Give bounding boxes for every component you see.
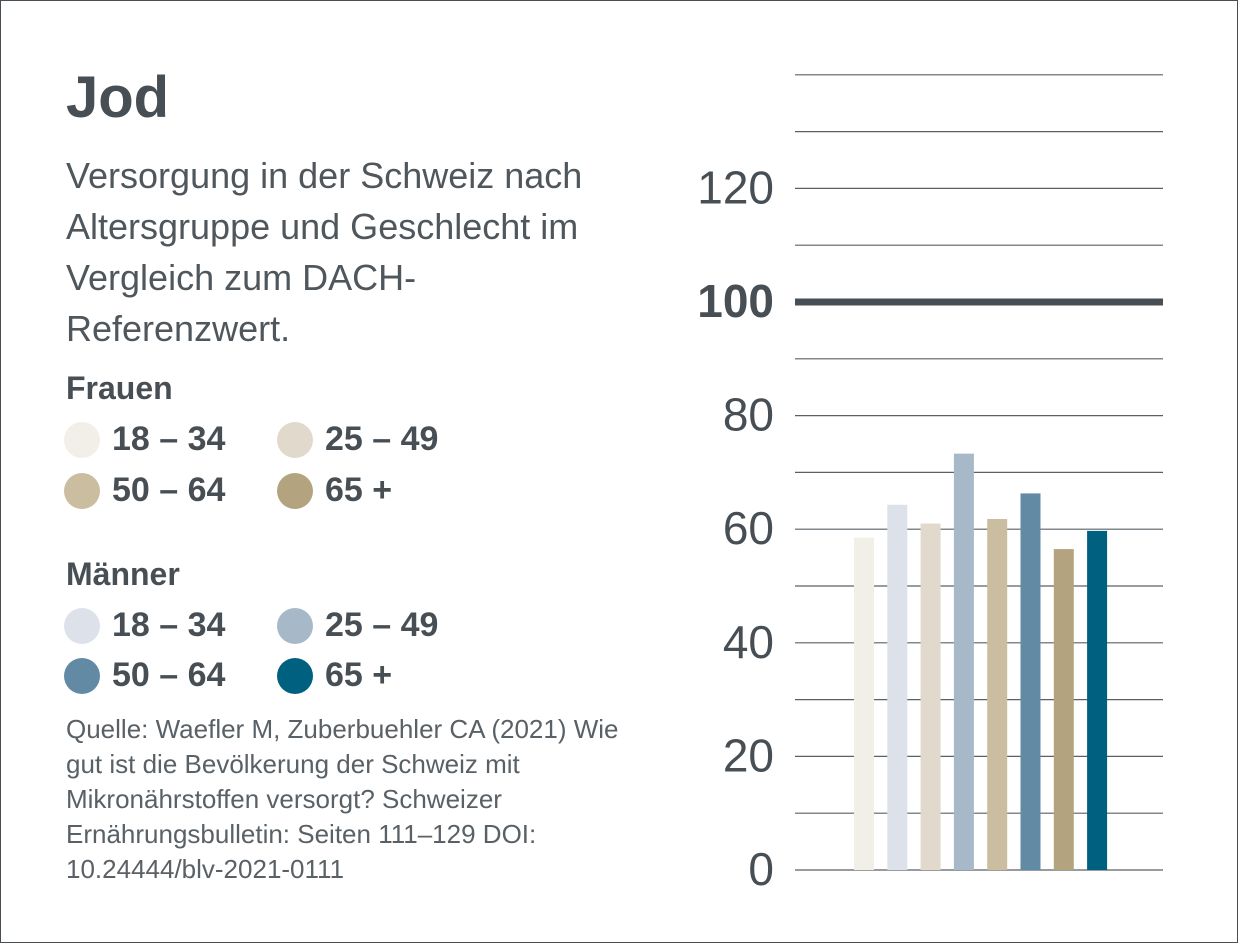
legend-swatch (64, 657, 100, 694)
legend-label: 25 – 49 (325, 420, 439, 458)
y-tick-label: 40 (723, 616, 774, 668)
legend-heading-maenner: Männer (66, 556, 180, 592)
y-tick-label: 20 (723, 729, 774, 781)
y-tick-label: 120 (697, 161, 774, 213)
y-tick-label: 80 (723, 389, 774, 441)
chart-title: Jod (66, 65, 170, 130)
legend-label: 65 + (325, 656, 393, 694)
source-citation: Quelle: Waefler M, Zuberbuehler CA (2021… (66, 714, 619, 884)
legend-label: 65 + (325, 471, 393, 509)
legend-item: 25 – 49 (277, 606, 438, 645)
legend-label: 18 – 34 (112, 606, 226, 644)
y-tick-label: 60 (723, 502, 774, 554)
bar (854, 537, 874, 870)
bar (1087, 530, 1108, 870)
legend-swatch (277, 657, 313, 694)
reference-tick-label: 100 (697, 275, 774, 327)
chart-subtitle: Versorgung in der Schweiz nach Altersgru… (66, 155, 583, 349)
legend-label: 50 – 64 (112, 656, 226, 694)
legend-label: 50 – 64 (112, 471, 226, 509)
bar (920, 523, 941, 870)
legend-swatch (64, 421, 100, 458)
legend-swatch (64, 607, 100, 644)
legend-swatch (277, 472, 313, 509)
legend-heading-frauen: Frauen (66, 370, 173, 406)
bar (887, 504, 908, 870)
bar (953, 453, 974, 870)
legend-item: 65 + (277, 471, 392, 510)
bar (987, 518, 1008, 870)
legend-item: 65 + (277, 656, 392, 695)
bar (1053, 549, 1074, 870)
legend-item: 25 – 49 (277, 420, 438, 459)
legend-label: 25 – 49 (325, 606, 439, 644)
legend-item: 18 – 34 (64, 606, 225, 645)
legend-label: 18 – 34 (112, 420, 226, 458)
legend-item: 50 – 64 (64, 471, 225, 510)
legend-swatch (277, 421, 313, 458)
legend-item: 18 – 34 (64, 420, 225, 459)
legend-swatch (277, 607, 313, 644)
y-tick-label: 0 (748, 843, 774, 895)
bar (1020, 493, 1041, 870)
legend-item: 50 – 64 (64, 656, 225, 695)
legend-swatch (64, 472, 100, 509)
